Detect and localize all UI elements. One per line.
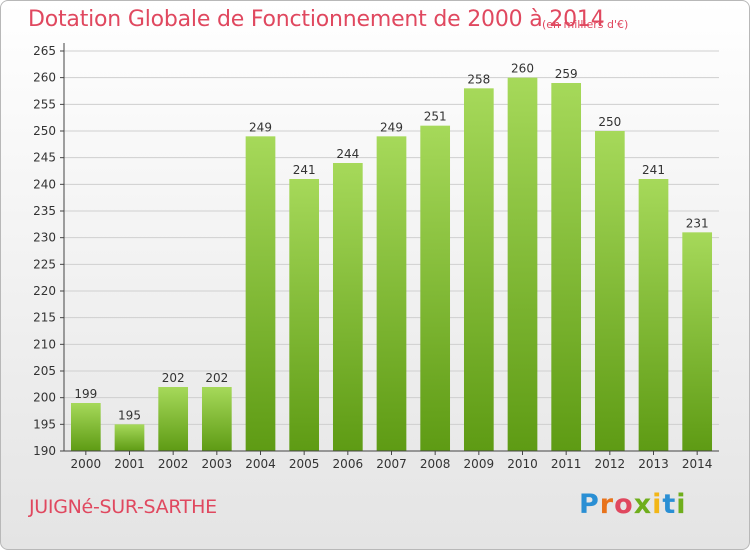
bar-value-label: 250 <box>598 115 621 129</box>
y-tick-label: 250 <box>33 124 56 138</box>
bar-value-label: 195 <box>118 408 141 422</box>
y-tick-label: 225 <box>33 257 56 271</box>
bar <box>201 387 232 451</box>
logo-letter: t <box>662 489 677 520</box>
bar <box>638 179 669 451</box>
bar <box>594 131 625 451</box>
y-tick-label: 205 <box>33 364 56 378</box>
bar <box>682 232 713 451</box>
bar-value-label: 260 <box>511 62 534 76</box>
x-tick-label: 2002 <box>158 457 189 471</box>
bar-value-label: 251 <box>424 110 447 124</box>
x-tick-label: 2001 <box>114 457 145 471</box>
y-tick-label: 255 <box>33 97 56 111</box>
y-tick-label: 215 <box>33 311 56 325</box>
logo-letter: i <box>676 489 687 520</box>
labels: 190 195 200 205 210 215 220 225 230 235 240 245 250 2… <box>33 44 712 471</box>
commune-name: JUIGNé-SUR-SARTHE <box>29 496 217 518</box>
x-tick-label: 2012 <box>595 457 626 471</box>
logo-letter: x <box>633 489 653 520</box>
x-tick-label: 2005 <box>289 457 320 471</box>
x-tick-label: 2000 <box>71 457 102 471</box>
x-tick-label: 2004 <box>245 457 276 471</box>
y-tick-label: 260 <box>33 71 56 85</box>
bar-value-label: 202 <box>205 371 228 385</box>
y-tick-label: 190 <box>33 444 56 458</box>
y-tick-label: 245 <box>33 151 56 165</box>
y-tick-label: 265 <box>33 44 56 58</box>
bar-value-label: 249 <box>380 120 403 134</box>
bar <box>289 179 320 451</box>
bar <box>463 88 494 451</box>
y-tick-label: 210 <box>33 337 56 351</box>
logo-letter: P <box>579 489 600 520</box>
bar <box>245 136 276 452</box>
axes <box>60 43 719 455</box>
bar <box>507 77 538 452</box>
y-tick-label: 235 <box>33 204 56 218</box>
bar-value-label: 241 <box>642 163 665 177</box>
bar <box>376 136 407 452</box>
x-tick-label: 2007 <box>376 457 407 471</box>
x-tick-label: 2014 <box>682 457 713 471</box>
y-tick-label: 195 <box>33 417 56 431</box>
x-tick-label: 2013 <box>638 457 669 471</box>
logo-letter: i <box>652 489 663 520</box>
chart-title: Dotation Globale de Fonctionnement de 20… <box>28 7 605 32</box>
bars <box>70 77 713 452</box>
x-tick-label: 2008 <box>420 457 451 471</box>
x-tick-label: 2011 <box>551 457 582 471</box>
bar-value-label: 258 <box>467 72 490 86</box>
logo-letter: r <box>599 489 615 520</box>
y-tick-label: 200 <box>33 391 56 405</box>
bar-value-label: 241 <box>293 163 316 177</box>
y-tick-label: 240 <box>33 177 56 191</box>
bar-value-label: 231 <box>686 216 709 230</box>
x-tick-label: 2003 <box>202 457 233 471</box>
y-tick-label: 230 <box>33 231 56 245</box>
bar <box>70 403 101 451</box>
bar <box>551 83 582 451</box>
chart-unit: (en milliers d'€) <box>542 18 629 31</box>
bar <box>420 125 451 452</box>
bar <box>158 387 189 451</box>
bar-value-label: 259 <box>555 67 578 81</box>
bar-value-label: 202 <box>162 371 185 385</box>
bar <box>332 163 363 451</box>
x-tick-label: 2006 <box>333 457 364 471</box>
bar-value-label: 244 <box>336 147 359 161</box>
proxiti-logo: Proxiti <box>579 489 687 520</box>
bar-value-label: 199 <box>74 387 97 401</box>
logo-letter: o <box>614 489 634 520</box>
x-tick-label: 2010 <box>507 457 538 471</box>
x-tick-label: 2009 <box>464 457 495 471</box>
y-tick-label: 220 <box>33 284 56 298</box>
bar <box>114 424 145 451</box>
bar-value-label: 249 <box>249 120 272 134</box>
